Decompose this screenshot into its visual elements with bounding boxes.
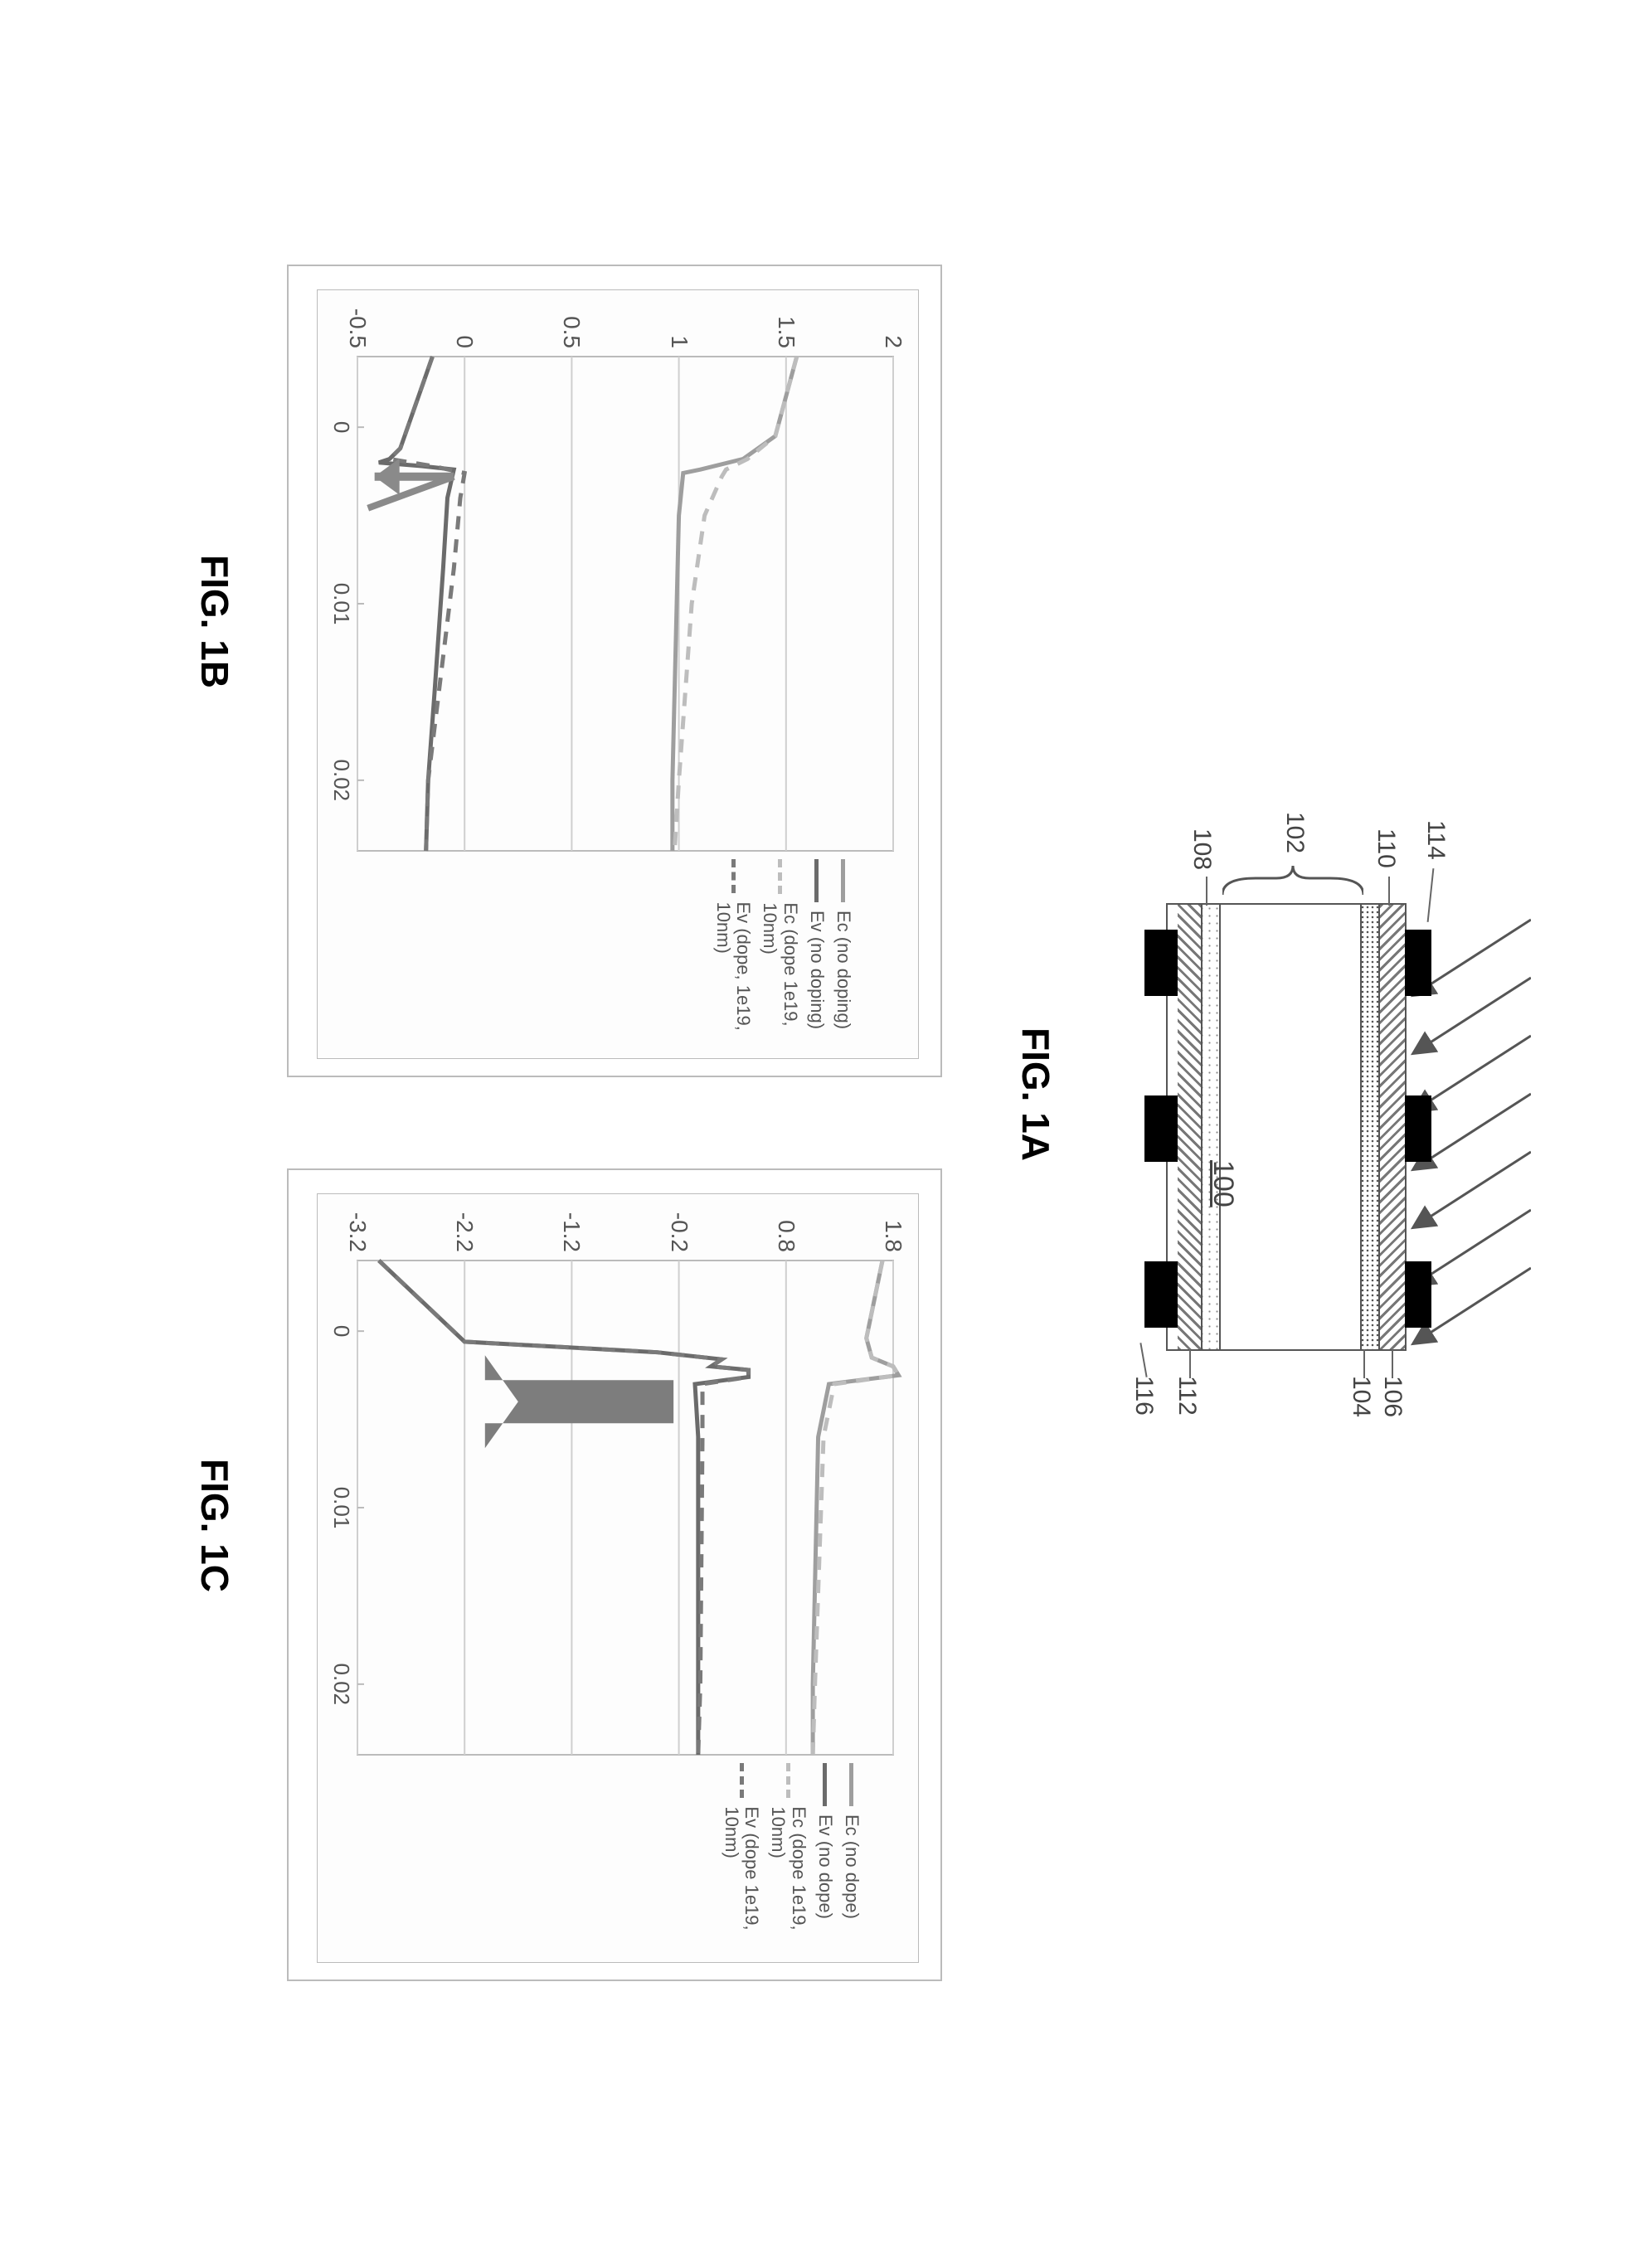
fig-1b-legend: Ec (no doping) Ev (no doping) Ec (dope 1e1… [707, 859, 860, 1050]
legend-item: Ev (no doping) [807, 859, 827, 1050]
label-116: 116 [1130, 1376, 1158, 1416]
legend-item: Ec (no doping) [833, 859, 853, 1050]
band-shift-arrow [485, 1355, 673, 1448]
legend-label: Ec (no doping) [833, 911, 853, 1029]
front-contact-2 [1405, 1095, 1431, 1162]
back-contact-3 [1144, 1261, 1178, 1328]
label-114: 114 [1421, 820, 1450, 860]
layer-112 [1178, 905, 1203, 1349]
series-ev_dash [390, 357, 464, 851]
legend-item: Ec (dope 1e19, 10nm) [768, 1763, 808, 1954]
fig1c-caption: FIG. 1C [192, 1459, 237, 1592]
legend-label: Ev (no doping) [807, 911, 827, 1029]
lead-108 [1206, 877, 1207, 906]
legend-swatch [740, 1763, 744, 1798]
fig-1c-plot-area: -3.2-2.2-1.2-0.20.81.800.010.02 [357, 1261, 893, 1755]
legend-label: Ev (dope, 1e19, 10nm) [713, 901, 753, 1050]
ytick-label: 1.8 [880, 1220, 906, 1261]
ytick-label: -0.2 [666, 1212, 692, 1261]
xtick-label: 0.01 [328, 1487, 354, 1529]
ytick-label: 1.5 [773, 316, 799, 357]
page-rotated: 114 110 102 108 106 104 112 116 100 FIG.… [96, 132, 1556, 2122]
fig-1b-plot-area: -0.500.511.5200.010.02 [357, 357, 893, 851]
legend-swatch [731, 859, 736, 893]
legend-swatch [849, 1763, 853, 1806]
xtick-label: 0.02 [328, 760, 354, 802]
fig-1c-legend: Ec (no dope) Ev (no dope) Ec (dope 1e19, 1… [715, 1763, 868, 1954]
fig-1b-frame: -0.500.511.5200.010.02 Ec (no doping)Ev … [287, 265, 942, 1077]
lead-116 [1139, 1343, 1147, 1377]
fig-1c-svg [357, 1261, 893, 1755]
ytick-label: 0.5 [558, 316, 585, 357]
legend-swatch [841, 859, 845, 902]
legend-item: Ec (no dope) [842, 1763, 862, 1954]
layer-108 [1203, 905, 1221, 1349]
fig1a-caption: FIG. 1A [1013, 1027, 1058, 1161]
fig1b-caption: FIG. 1B [192, 555, 237, 688]
lead-104 [1363, 1349, 1365, 1378]
legend-swatch [778, 859, 782, 894]
legend-swatch [786, 1763, 790, 1798]
series-ev_dash [379, 1261, 749, 1755]
brace-102 [1222, 862, 1363, 903]
fig-1a: 114 110 102 108 106 104 112 116 100 [1075, 812, 1523, 1442]
front-contact-3 [1405, 1261, 1431, 1328]
device-stack [1166, 903, 1407, 1351]
layer-102-bulk [1221, 905, 1362, 1349]
ytick-label: 0 [451, 335, 478, 357]
legend-label: Ec (no dope) [842, 1814, 862, 1919]
label-104: 104 [1347, 1376, 1375, 1417]
legend-item: Ev (dope 1e19, 10nm) [722, 1763, 761, 1954]
back-contact-1 [1144, 930, 1178, 996]
xtick-label: 0.01 [328, 583, 354, 625]
label-102: 102 [1280, 812, 1309, 853]
front-contact-1 [1405, 930, 1431, 996]
ytick-label: -0.5 [344, 308, 371, 357]
series-ec_dash [674, 357, 796, 851]
layer-110 [1380, 905, 1405, 1349]
label-106: 106 [1378, 1376, 1407, 1417]
ytick-label: -2.2 [451, 1212, 478, 1261]
series-ev_solid [379, 357, 454, 851]
xtick-label: 0.02 [328, 1664, 354, 1706]
lead-110 [1388, 877, 1390, 906]
legend-label: Ec (dope 1e19, 10nm) [768, 1806, 808, 1954]
back-contact-2 [1144, 1095, 1178, 1162]
ytick-label: -1.2 [558, 1212, 585, 1261]
fig-1b-svg [357, 357, 893, 851]
legend-swatch [814, 859, 819, 902]
series-ec_dash [813, 1261, 898, 1755]
layer-104 [1362, 905, 1380, 1349]
fig-1c-inner: -3.2-2.2-1.2-0.20.81.800.010.02 Ec (no d… [317, 1193, 919, 1963]
label-110: 110 [1372, 828, 1400, 868]
label-108: 108 [1188, 828, 1216, 870]
ytick-label: 1 [666, 335, 692, 357]
legend-label: Ec (dope 1e19, 10nm) [760, 902, 799, 1050]
label-112: 112 [1173, 1376, 1201, 1416]
series-ec_solid [813, 1261, 898, 1755]
label-100: 100 [1207, 1160, 1239, 1207]
legend-swatch [823, 1763, 827, 1806]
legend-label: Ev (dope 1e19, 10nm) [722, 1806, 761, 1954]
ytick-label: -3.2 [344, 1212, 371, 1261]
fig-1b-inner: -0.500.511.5200.010.02 Ec (no doping)Ev … [317, 289, 919, 1059]
legend-label: Ev (no dope) [815, 1814, 835, 1919]
xtick-label: 0 [328, 1325, 354, 1337]
fig-1c-frame: -3.2-2.2-1.2-0.20.81.800.010.02 Ec (no d… [287, 1168, 942, 1981]
ytick-label: 2 [880, 335, 906, 357]
lead-112 [1189, 1349, 1191, 1378]
xtick-label: 0 [328, 421, 354, 433]
legend-item: Ec (dope 1e19, 10nm) [760, 859, 799, 1050]
legend-item: Ev (no dope) [815, 1763, 835, 1954]
series-ev_solid [379, 1261, 749, 1755]
legend-item: Ev (dope, 1e19, 10nm) [713, 859, 753, 1050]
ytick-label: 0.8 [773, 1220, 799, 1261]
lead-106 [1392, 1349, 1393, 1378]
